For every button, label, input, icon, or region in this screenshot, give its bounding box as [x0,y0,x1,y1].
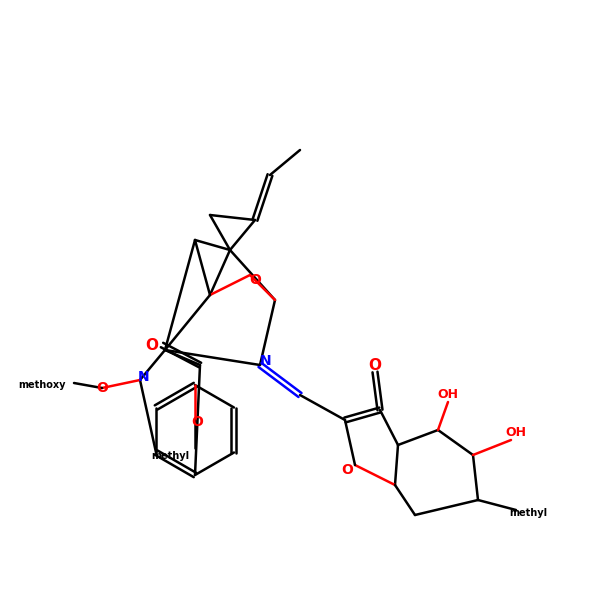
Text: O: O [146,337,158,352]
Text: O: O [368,358,382,373]
Text: OH: OH [437,389,458,401]
Text: O: O [341,463,353,477]
Text: O: O [191,415,203,429]
Text: N: N [138,370,150,384]
Text: methoxy: methoxy [19,380,66,390]
Text: O: O [96,381,108,395]
Text: methyl: methyl [509,508,547,518]
Text: methyl: methyl [151,451,189,461]
Text: O: O [249,273,261,287]
Text: N: N [260,354,272,368]
Text: OH: OH [505,425,527,439]
